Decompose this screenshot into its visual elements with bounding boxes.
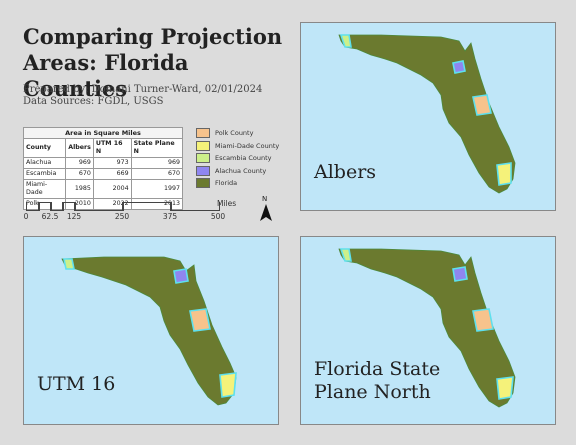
legend-label: Miami-Dade County bbox=[215, 141, 280, 150]
scale-segment bbox=[26, 202, 40, 211]
legend-swatch bbox=[196, 178, 210, 189]
map-label-albers: Albers bbox=[314, 161, 376, 184]
florida-map-stateplane bbox=[338, 248, 516, 408]
scale-tick: 375 bbox=[162, 212, 178, 221]
map-label-line: Plane North bbox=[314, 381, 431, 403]
scale-segment bbox=[122, 202, 172, 211]
legend-item-escambia: Escambia County bbox=[196, 152, 279, 165]
legend-label: Alachua County bbox=[215, 166, 267, 175]
escambia-county bbox=[339, 248, 352, 262]
cell-county: Miami-Dade bbox=[22, 179, 67, 199]
table-row: Polk 2010 2022 2013 bbox=[22, 198, 184, 210]
header-county: County bbox=[22, 138, 67, 158]
table-row: Miami-Dade 1985 2004 1997 bbox=[22, 179, 184, 199]
legend-swatch bbox=[196, 140, 210, 151]
map-label-stateplane: Florida State Plane North bbox=[314, 358, 440, 404]
florida-shape bbox=[61, 256, 237, 406]
legend-item-polk: Polk County bbox=[196, 127, 279, 140]
map-label-line: Albers bbox=[314, 161, 377, 183]
legend-swatch bbox=[196, 128, 210, 139]
scale-segment bbox=[170, 202, 220, 211]
florida-shape bbox=[338, 34, 516, 194]
north-label: N bbox=[262, 195, 268, 203]
cell-stateplane: 670 bbox=[130, 168, 184, 180]
north-arrow: N bbox=[259, 195, 273, 221]
legend-label: Escambia County bbox=[215, 154, 272, 163]
miami-dade-county bbox=[219, 372, 237, 398]
scale-tick: 62.5 bbox=[41, 212, 59, 221]
scale-segment bbox=[38, 202, 52, 211]
area-table: Area in Square Miles County Albers UTM 1… bbox=[22, 127, 184, 210]
legend-item-alachua: Alachua County bbox=[196, 165, 279, 178]
area-table-caption: Area in Square Miles bbox=[23, 127, 183, 138]
florida-map-albers bbox=[338, 34, 516, 194]
scale-tick: 125 bbox=[66, 212, 82, 221]
scale-segment bbox=[62, 202, 76, 211]
header-utm: UTM 16 N bbox=[92, 138, 132, 158]
cell-utm: 973 bbox=[92, 157, 132, 169]
cell-albers: 1985 bbox=[65, 179, 94, 199]
cell-albers: 670 bbox=[65, 168, 94, 180]
cell-stateplane: 969 bbox=[130, 157, 184, 169]
map-utm16[interactable]: UTM 16 bbox=[23, 236, 279, 425]
polk-county bbox=[472, 94, 492, 116]
escambia-county bbox=[63, 258, 75, 270]
scale-tick: 500 bbox=[210, 212, 226, 221]
table-row: Escambia 670 669 670 bbox=[22, 168, 184, 180]
cell-county: Polk bbox=[22, 198, 67, 210]
legend-label: Florida bbox=[215, 179, 238, 188]
scale-tick: 0 bbox=[23, 212, 29, 221]
cell-stateplane: 1997 bbox=[130, 179, 184, 199]
map-title: Comparing Projection Areas: Florida Coun… bbox=[23, 24, 283, 101]
map-label-utm16: UTM 16 bbox=[37, 373, 115, 396]
scale-unit: Miles bbox=[217, 199, 237, 208]
cell-county: Alachua bbox=[22, 157, 67, 169]
miami-dade-county bbox=[496, 376, 514, 400]
data-sources: Data Sources: FGDL, USGS bbox=[23, 96, 164, 107]
map-label-line: Florida State bbox=[314, 358, 441, 380]
scale-segment bbox=[74, 202, 124, 211]
legend-item-florida: Florida bbox=[196, 177, 279, 190]
cell-county: Escambia bbox=[22, 168, 67, 180]
florida-shape bbox=[338, 248, 516, 408]
map-credits: Prepared by: Domani Turner-Ward, 02/01/2… bbox=[23, 84, 262, 108]
florida-map-utm16 bbox=[61, 256, 237, 406]
header-stateplane: State Plane N bbox=[130, 138, 184, 158]
alachua-county bbox=[452, 60, 466, 74]
alachua-county bbox=[173, 268, 189, 284]
legend-label: Polk County bbox=[215, 129, 254, 138]
miami-dade-county bbox=[496, 162, 512, 186]
prepared-by: Prepared by: Domani Turner-Ward, 02/01/2… bbox=[23, 84, 263, 95]
scale-tick: 250 bbox=[114, 212, 130, 221]
header-albers: Albers bbox=[65, 138, 94, 158]
scale-bar: 0 62.5 125 250 375 500 Miles bbox=[23, 199, 248, 226]
legend-swatch bbox=[196, 165, 210, 176]
map-label-line: UTM 16 bbox=[37, 373, 116, 395]
polk-county bbox=[472, 308, 494, 332]
cell-utm: 2004 bbox=[92, 179, 132, 199]
cell-albers: 969 bbox=[65, 157, 94, 169]
polk-county bbox=[189, 308, 211, 332]
alachua-county bbox=[452, 266, 468, 282]
map-legend: Polk County Miami-Dade County Escambia C… bbox=[196, 127, 279, 190]
map-albers[interactable]: Albers bbox=[300, 22, 556, 211]
scale-segment bbox=[50, 202, 64, 211]
north-arrow-icon bbox=[260, 204, 272, 221]
map-stateplane[interactable]: Florida State Plane North bbox=[300, 236, 556, 425]
legend-swatch bbox=[196, 153, 210, 164]
table-row: Alachua 969 973 969 bbox=[22, 157, 184, 169]
escambia-county bbox=[339, 34, 352, 48]
legend-item-miami-dade: Miami-Dade County bbox=[196, 140, 279, 153]
cell-utm: 669 bbox=[92, 168, 132, 180]
area-table-header: County Albers UTM 16 N State Plane N bbox=[22, 138, 184, 158]
